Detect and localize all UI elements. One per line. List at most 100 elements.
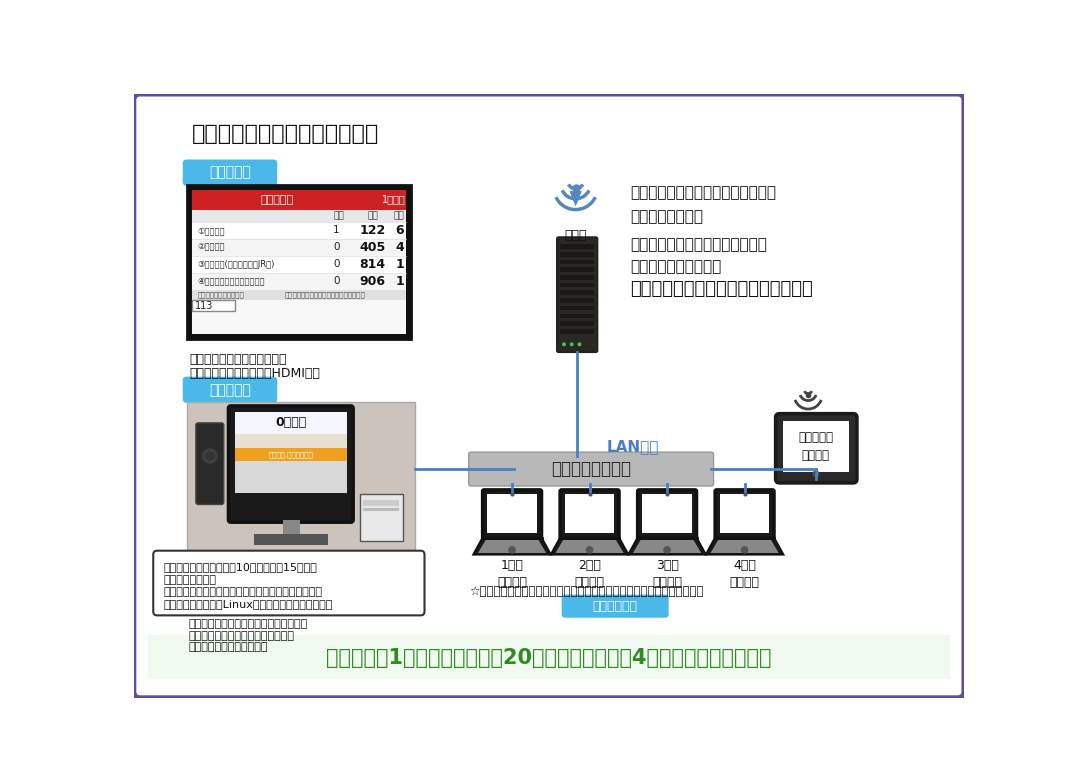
Polygon shape xyxy=(629,538,706,554)
Bar xyxy=(192,222,406,239)
Text: 3窓口
ブラウザ: 3窓口 ブラウザ xyxy=(652,559,682,589)
Text: ローカルサーバー（Linuxデータ書込み禁止モード）: ローカルサーバー（Linuxデータ書込み禁止モード） xyxy=(163,599,333,609)
Bar xyxy=(560,314,594,318)
Text: 番号: 番号 xyxy=(367,211,378,220)
Text: ローカルサーバー用に: ローカルサーバー用に xyxy=(630,259,721,274)
FancyBboxPatch shape xyxy=(183,376,277,403)
Text: 1: 1 xyxy=(333,225,340,235)
Text: 案内表示機: 案内表示機 xyxy=(209,165,251,180)
Text: お呼出済み番号のご案内: お呼出済み番号のご案内 xyxy=(197,292,244,299)
Text: 下記の受付番号のお客様はお声掛け下さい: 下記の受付番号のお客様はお声掛け下さい xyxy=(285,292,366,299)
FancyBboxPatch shape xyxy=(637,490,696,539)
Text: ルータ: ルータ xyxy=(564,229,587,241)
Bar xyxy=(192,300,235,311)
Bar xyxy=(192,209,406,222)
Text: ☆ブラウザのみで動作しますプログラムのダウンロードなどは不要です。: ☆ブラウザのみで動作しますプログラムのダウンロードなどは不要です。 xyxy=(469,586,704,598)
Text: 既存ネットワークを使用する場合: 既存ネットワークを使用する場合 xyxy=(630,238,767,252)
Bar xyxy=(283,520,300,534)
Polygon shape xyxy=(706,538,783,554)
Polygon shape xyxy=(556,540,623,553)
Bar xyxy=(192,190,406,334)
Polygon shape xyxy=(710,540,779,553)
Text: LAN接続: LAN接続 xyxy=(606,439,659,454)
Bar xyxy=(560,321,594,326)
Text: 1人待ち: 1人待ち xyxy=(382,194,406,205)
Bar xyxy=(192,256,406,273)
Text: 受付発券機: 受付発券機 xyxy=(209,383,251,397)
Text: 814: 814 xyxy=(360,258,386,270)
Circle shape xyxy=(509,546,516,554)
Text: ①国内旅行: ①国内旅行 xyxy=(197,226,225,235)
Text: ロビマネ用
ブラウザ: ロビマネ用 ブラウザ xyxy=(798,431,833,463)
Text: モニター背面に設置してHDMI出力: モニター背面に設置してHDMI出力 xyxy=(190,367,320,379)
FancyBboxPatch shape xyxy=(483,490,542,539)
Text: 受付発券機1台・案内操作端末20台・案内表示機は4台の設置が可能です。: 受付発券機1台・案内操作端末20台・案内表示機は4台の設置が可能です。 xyxy=(326,648,771,669)
Bar xyxy=(360,495,403,541)
Text: 6: 6 xyxy=(395,224,404,237)
Text: 0番待ち: 0番待ち xyxy=(275,416,306,430)
Text: 4窓口
ブラウザ: 4窓口 ブラウザ xyxy=(729,559,759,589)
Text: ご案内番号: ご案内番号 xyxy=(260,194,293,205)
Text: ルータ設定はインターネット接続の: ルータ設定はインターネット接続の xyxy=(630,185,775,200)
FancyBboxPatch shape xyxy=(196,423,224,504)
Bar xyxy=(560,252,594,256)
Polygon shape xyxy=(550,538,629,554)
Bar xyxy=(560,245,594,249)
Bar xyxy=(192,273,406,289)
Text: 番号を呼,ここをタッチ: 番号を呼,ここをタッチ xyxy=(269,451,314,458)
Circle shape xyxy=(663,546,670,554)
Text: 1: 1 xyxy=(395,258,404,270)
Text: 0: 0 xyxy=(333,260,340,269)
FancyBboxPatch shape xyxy=(557,238,598,352)
Text: 案内操作端末: 案内操作端末 xyxy=(592,600,637,612)
Bar xyxy=(560,283,594,288)
Bar xyxy=(487,495,537,533)
Circle shape xyxy=(206,452,214,461)
Text: 待数: 待数 xyxy=(334,211,345,220)
Bar xyxy=(560,260,594,264)
Polygon shape xyxy=(570,191,582,206)
Bar xyxy=(560,329,594,333)
Text: 有無は関係なし。: 有無は関係なし。 xyxy=(630,209,703,224)
Text: 122: 122 xyxy=(360,224,386,237)
Bar xyxy=(148,635,950,679)
Polygon shape xyxy=(633,540,702,553)
Bar xyxy=(192,239,406,256)
Circle shape xyxy=(586,546,593,554)
Text: スイッチングハブ: スイッチングハブ xyxy=(552,460,631,478)
Bar xyxy=(235,434,347,448)
Text: 表示機用ローカルサーバーを: 表示機用ローカルサーバーを xyxy=(190,353,287,366)
FancyBboxPatch shape xyxy=(560,490,619,539)
Bar xyxy=(363,508,398,511)
Text: 906: 906 xyxy=(360,274,386,288)
Circle shape xyxy=(202,448,217,463)
Bar xyxy=(235,448,347,461)
Bar xyxy=(564,495,615,533)
Text: タッチパネルモニター　10インチ又は15インチ: タッチパネルモニター 10インチ又は15インチ xyxy=(163,562,317,572)
Bar xyxy=(720,495,769,533)
Text: スピーカー（館内アンプ・表示機からの出力も可能）: スピーカー（館内アンプ・表示機からの出力も可能） xyxy=(163,587,322,597)
Text: ②海外旅行: ②海外旅行 xyxy=(197,243,225,252)
Text: 1窓口
ブラウザ: 1窓口 ブラウザ xyxy=(497,559,527,589)
Text: ③チケット(国内航空券・JR券): ③チケット(国内航空券・JR券) xyxy=(197,260,275,269)
Text: 4: 4 xyxy=(395,241,404,254)
Text: 0: 0 xyxy=(333,276,340,286)
Bar xyxy=(560,275,594,280)
Circle shape xyxy=(562,343,565,347)
Text: 全てローカルサーバーに有線接続。: 全てローカルサーバーに有線接続。 xyxy=(188,631,295,641)
Text: タッチパネル・プリンタ・スピーカーは: タッチパネル・プリンタ・スピーカーは xyxy=(188,619,307,630)
Text: 1: 1 xyxy=(395,274,404,288)
Circle shape xyxy=(813,471,818,477)
Text: 安定した発券が可能です。: 安定した発券が可能です。 xyxy=(188,642,268,652)
Bar xyxy=(186,402,416,552)
Bar xyxy=(783,421,849,472)
Bar xyxy=(560,306,594,310)
Bar xyxy=(235,412,347,434)
Text: ④ギフト券販・旅行積み立て: ④ギフト券販・旅行積み立て xyxy=(197,277,265,285)
Bar xyxy=(560,290,594,295)
FancyBboxPatch shape xyxy=(153,550,424,615)
Circle shape xyxy=(741,546,749,554)
Bar xyxy=(560,267,594,272)
Text: 113: 113 xyxy=(195,301,213,310)
Bar xyxy=(186,185,411,339)
